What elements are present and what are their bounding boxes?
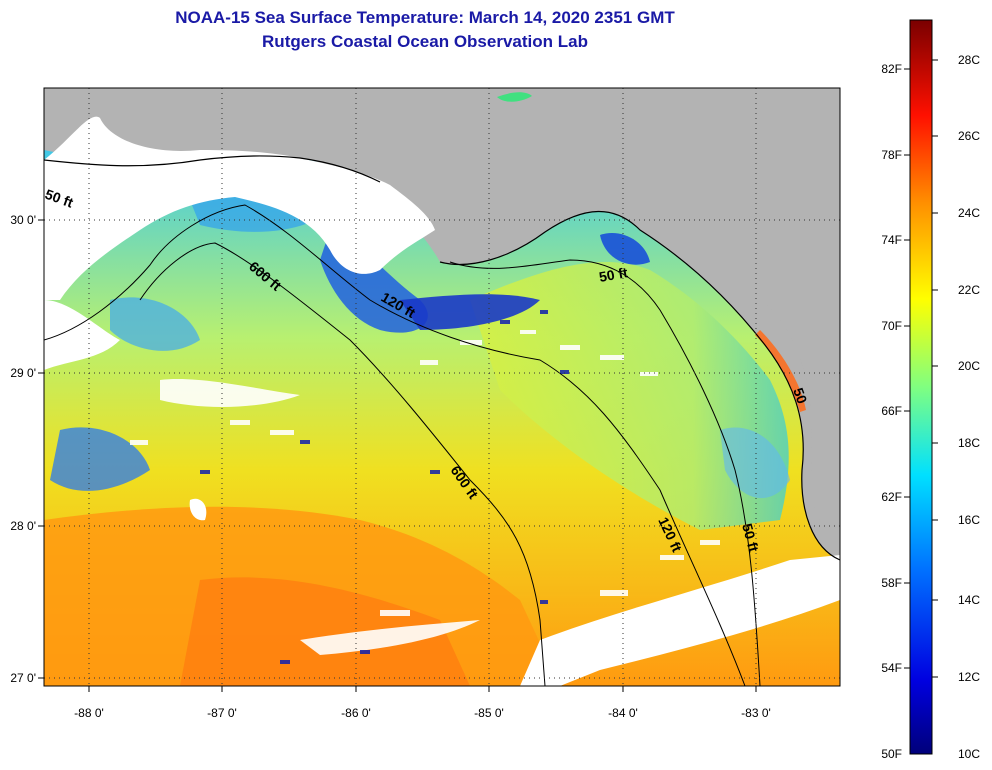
x-tick-label: -86 0' — [341, 706, 371, 720]
coastline — [44, 155, 381, 183]
y-tick-label: 29 0' — [10, 366, 36, 380]
colorbar-f-label: 82F — [881, 62, 902, 76]
x-tick-label: -88 0' — [74, 706, 104, 720]
y-tick-label: 27 0' — [10, 671, 36, 685]
cold-water-patch — [600, 233, 650, 265]
coastline — [439, 210, 840, 561]
cloud-fragments — [130, 330, 720, 616]
small-data-patch — [497, 92, 532, 102]
colorbar-f-label: 78F — [881, 148, 902, 162]
colorbar-ticks — [904, 59, 938, 678]
map-subtitle: Rutgers Coastal Ocean Observation Lab — [262, 32, 588, 51]
colorbar-c-label: 28C — [958, 53, 980, 67]
cold-water-patch — [50, 427, 150, 491]
colorbar-f-label: 66F — [881, 404, 902, 418]
x-tick-label: -83 0' — [741, 706, 771, 720]
florida-land — [760, 88, 840, 520]
colorbar-f-label: 58F — [881, 576, 902, 590]
cloud-area — [44, 300, 120, 370]
colorbar-c-label: 12C — [958, 670, 980, 684]
cloud-streak — [160, 378, 300, 407]
y-tick-label: 28 0' — [10, 519, 36, 533]
contour-label-50ft-south: 50 ft — [739, 522, 762, 554]
colorbar-c-label: 14C — [958, 593, 980, 607]
contour-50ft — [449, 259, 761, 686]
colorbar-c-label: 10C — [958, 747, 980, 761]
colorbar-c-label: 26C — [958, 129, 980, 143]
contour-label-50ft-coast: 50 — [790, 386, 810, 406]
warm-coastal-band — [755, 330, 806, 412]
contour-600ft — [139, 242, 546, 686]
colorbar-f-label: 62F — [881, 490, 902, 504]
contour-label-50ft-east: 50 ft — [598, 264, 629, 285]
colorbar-f-label: 54F — [881, 661, 902, 675]
cold-water-patch — [400, 294, 540, 330]
map-title: NOAA-15 Sea Surface Temperature: March 1… — [175, 8, 675, 27]
colorbar-f-label: 74F — [881, 233, 902, 247]
colorbar-gradient — [909, 19, 933, 755]
tick-marks — [38, 219, 757, 692]
cool-water-patch — [110, 297, 200, 351]
map-frame — [43, 87, 841, 687]
colorbar-f-label: 70F — [881, 319, 902, 333]
colorbar-f-label: 50F — [881, 747, 902, 761]
x-tick-label: -87 0' — [207, 706, 237, 720]
x-tick-label: -85 0' — [474, 706, 504, 720]
y-tick-label: 30 0' — [10, 213, 36, 227]
cloud-area — [520, 555, 840, 686]
warmest-water-patch — [180, 577, 470, 686]
cloud-patch — [189, 498, 207, 521]
cold-speckles — [200, 310, 569, 664]
colorbar-c-label: 18C — [958, 436, 980, 450]
colorbar-c-label: 20C — [958, 359, 980, 373]
shelf-water-region — [470, 261, 789, 530]
colorbar-c-label: 22C — [958, 283, 980, 297]
contour-120ft — [44, 204, 746, 686]
colorbar-c-label: 24C — [958, 206, 980, 220]
x-tick-label: -84 0' — [608, 706, 638, 720]
cloud-area — [44, 116, 435, 300]
colorbar-c-label: 16C — [958, 513, 980, 527]
cloud-streak — [300, 620, 480, 655]
